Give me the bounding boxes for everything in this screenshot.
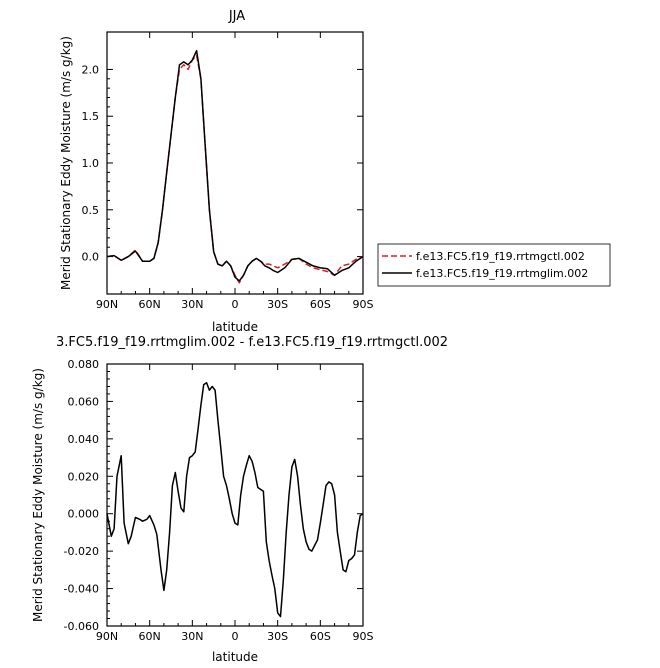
legend: f.e13.FC5.f19_f19.rrtmgctl.002 f.e13.FC5…	[377, 243, 611, 287]
x-tick-label: 30S	[267, 630, 288, 643]
y-tick-label: 0.060	[68, 395, 100, 408]
legend-label-series-2: f.e13.FC5.f19_f19.rrtmglim.002	[416, 267, 588, 280]
y-tick-label: -0.020	[64, 545, 99, 558]
x-tick-label: 60N	[139, 630, 161, 643]
x-tick-label: 30N	[181, 298, 203, 311]
legend-box	[377, 243, 611, 287]
x-tick-label: 0	[232, 298, 239, 311]
y-tick-label: 0.000	[68, 508, 100, 521]
x-tick-label: 60N	[139, 298, 161, 311]
y-tick-label: -0.040	[64, 583, 99, 596]
x-tick-label: 90N	[96, 298, 118, 311]
top-x-axis-label: latitude	[212, 320, 258, 334]
x-tick-label: 90N	[96, 630, 118, 643]
series-line-2	[106, 49, 364, 282]
bottom-y-axis-label: Merid Stationary Eddy Moisture (m/s g/kg…	[31, 368, 45, 622]
y-tick-label: 0.040	[68, 433, 100, 446]
top-panel: JJA 90N 60N 30N 0 30S 60S 90S 0.0 0.5 1.0 1.5 2.0 l…	[59, 9, 611, 334]
x-tick-label: 60S	[310, 298, 331, 311]
top-title: JJA	[228, 9, 245, 24]
series-line-1	[106, 381, 364, 618]
bottom-panel: 3.FC5.f19_f19.rrtmglim.002 - f.e13.FC5.f…	[31, 335, 448, 664]
y-tick-label: 0.0	[82, 251, 100, 264]
legend-label-series-1: f.e13.FC5.f19_f19.rrtmgctl.002	[416, 250, 585, 263]
series-line-1	[106, 54, 364, 284]
x-tick-label: 60S	[310, 630, 331, 643]
y-tick-label: 0.020	[68, 470, 100, 483]
x-tick-label: 30S	[267, 298, 288, 311]
x-tick-label: 90S	[353, 298, 374, 311]
bottom-x-axis-label: latitude	[212, 650, 258, 664]
y-tick-label: 0.080	[68, 358, 100, 371]
top-plot-frame	[106, 31, 364, 295]
y-tick-label: -0.060	[64, 620, 99, 633]
y-tick-label: 1.5	[82, 110, 100, 123]
x-tick-label: 0	[232, 630, 239, 643]
bottom-title: 3.FC5.f19_f19.rrtmglim.002 - f.e13.FC5.f…	[56, 335, 448, 350]
top-y-axis-label: Merid Stationary Eddy Moisture (m/s g/kg…	[59, 36, 73, 290]
x-tick-label: 90S	[353, 630, 374, 643]
y-tick-label: 0.5	[82, 204, 100, 217]
y-tick-label: 2.0	[82, 63, 100, 76]
x-tick-label: 30N	[181, 630, 203, 643]
y-tick-label: 1.0	[82, 157, 100, 170]
